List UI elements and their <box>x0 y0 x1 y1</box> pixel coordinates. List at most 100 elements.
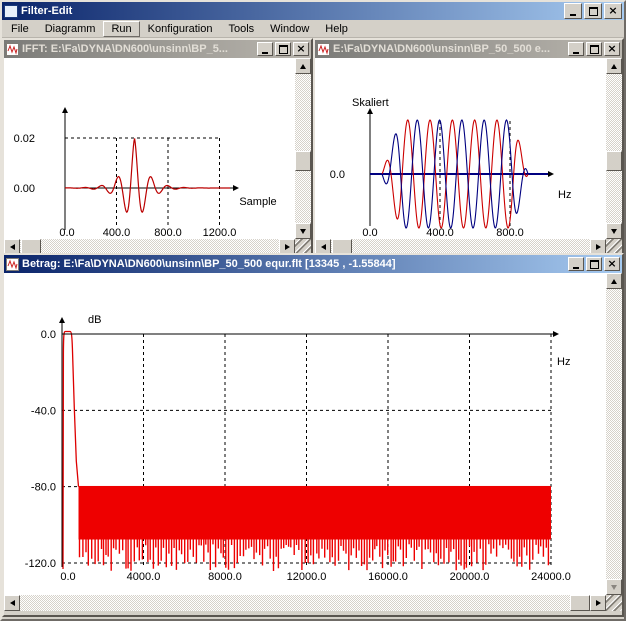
arrow-left-icon <box>9 244 15 250</box>
x-tick-label: 4000.0 <box>127 571 161 583</box>
betrag-plot[interactable]: dB Hz 0.0 -40.0 -80.0 -120.0 0.0 4000.0 8000.0 12… <box>4 273 606 595</box>
menu-item-diagramm[interactable]: Diagramm <box>44 22 96 35</box>
minimize-button[interactable] <box>568 257 584 271</box>
scroll-right-button[interactable] <box>279 239 295 255</box>
arrow-left-icon <box>9 600 15 606</box>
ifft-title: IFFT: E:\Fa\DYNA\DN600\unsinn\BP_5... <box>22 43 228 55</box>
axis-arrow <box>59 317 65 323</box>
scroll-up-button[interactable] <box>295 58 311 74</box>
arrow-down-icon <box>611 228 617 234</box>
arrow-down-icon <box>611 584 617 590</box>
arrow-up-icon <box>300 63 306 69</box>
close-button[interactable]: × <box>604 42 620 56</box>
maximize-icon <box>278 44 288 54</box>
signal-titlebar[interactable]: E:\Fa\DYNA\DN600\unsinn\BP_50_500 e... × <box>315 40 622 58</box>
vertical-scroll-thumb[interactable] <box>295 151 311 171</box>
x-axis-label: Sample <box>239 196 276 208</box>
x-tick-label: 0.0 <box>60 571 75 583</box>
waveform-icon <box>6 42 19 56</box>
scroll-up-button[interactable] <box>606 58 622 74</box>
x-tick-label: 1200.0 <box>203 227 237 239</box>
minimize-button[interactable] <box>564 3 582 19</box>
close-icon: × <box>296 42 306 55</box>
minimize-button[interactable] <box>257 42 273 56</box>
minimize-icon <box>573 51 579 54</box>
x-tick-label: 24000.0 <box>531 571 571 583</box>
x-axis-label: Hz <box>557 356 570 368</box>
ifft-titlebar[interactable]: IFFT: E:\Fa\DYNA\DN600\unsinn\BP_5... × <box>4 40 311 58</box>
horizontal-scrollbar[interactable] <box>315 239 606 255</box>
arrow-up-icon <box>611 63 617 69</box>
stopband-fill <box>78 485 551 540</box>
maximize-button[interactable] <box>586 42 602 56</box>
resize-grip[interactable] <box>606 239 622 255</box>
axis-arrow <box>233 185 239 191</box>
y-tick-label: 0.02 <box>14 133 35 145</box>
horizontal-scroll-thumb[interactable] <box>570 595 590 611</box>
close-button[interactable]: × <box>604 257 620 271</box>
resize-grip[interactable] <box>295 239 311 255</box>
x-tick-label: 20000.0 <box>450 571 490 583</box>
minimize-icon <box>262 51 268 54</box>
vertical-scroll-thumb[interactable] <box>606 151 622 171</box>
menu-item-file[interactable]: File <box>11 22 29 35</box>
arrow-down-icon <box>300 228 306 234</box>
axis-arrow <box>367 108 373 114</box>
axis-arrow <box>548 171 554 177</box>
arrow-right-icon <box>284 244 290 250</box>
close-button[interactable]: × <box>604 3 622 19</box>
scroll-down-button[interactable] <box>295 223 311 239</box>
main-titlebar[interactable]: Filter-Edit × <box>2 2 624 20</box>
x-tick-label: 800.0 <box>154 227 182 239</box>
close-icon: × <box>607 42 617 55</box>
x-tick-label: 16000.0 <box>368 571 408 583</box>
plot-title: Skaliert <box>352 97 389 109</box>
maximize-button[interactable] <box>275 42 291 56</box>
menu-item-konfiguration[interactable]: Konfiguration <box>147 22 213 35</box>
scroll-left-button[interactable] <box>4 595 20 611</box>
menu-item-help[interactable]: Help <box>325 22 348 35</box>
stopband-notches <box>78 539 550 571</box>
y-tick-label: 0.00 <box>14 183 35 195</box>
resize-grip[interactable] <box>606 595 622 611</box>
waveform-icon <box>6 257 19 271</box>
x-tick-label: 400.0 <box>103 227 131 239</box>
main-window-title: Filter-Edit <box>21 5 73 17</box>
minimize-icon <box>570 13 576 16</box>
close-icon: × <box>608 4 618 17</box>
scroll-down-button[interactable] <box>606 579 622 595</box>
waveform-icon <box>317 42 330 56</box>
betrag-title: Betrag: E:\Fa\DYNA\DN600\unsinn\BP_50_50… <box>22 258 396 270</box>
y-axis-label: dB <box>88 314 101 326</box>
x-axis-label: Hz <box>558 189 571 201</box>
close-button[interactable]: × <box>293 42 309 56</box>
maximize-button[interactable] <box>586 257 602 271</box>
vertical-scrollbar[interactable] <box>606 58 622 239</box>
arrow-right-icon <box>595 244 601 250</box>
menu-bar: File Diagramm Run Konfiguration Tools Window H… <box>2 20 624 38</box>
maximize-button[interactable] <box>584 3 602 19</box>
minimize-button[interactable] <box>568 42 584 56</box>
horizontal-scrollbar[interactable] <box>4 595 606 611</box>
scroll-down-button[interactable] <box>606 223 622 239</box>
maximize-icon <box>588 6 598 16</box>
impulse-response-curve <box>64 138 230 214</box>
betrag-window-controls: × <box>568 257 620 271</box>
menu-item-window[interactable]: Window <box>270 22 310 35</box>
menu-item-tools[interactable]: Tools <box>228 22 255 35</box>
vertical-scrollbar[interactable] <box>295 58 311 239</box>
scroll-up-button[interactable] <box>606 273 622 289</box>
horizontal-scrollbar[interactable] <box>4 239 295 255</box>
signal-plot[interactable]: Skaliert 0.0 0.0 400.0 800.0 Hz <box>315 58 606 239</box>
menu-item-run[interactable]: Run <box>103 20 140 37</box>
betrag-titlebar[interactable]: Betrag: E:\Fa\DYNA\DN600\unsinn\BP_50_50… <box>4 255 622 273</box>
scroll-right-button[interactable] <box>590 595 606 611</box>
y-tick-label: 0.0 <box>330 169 345 181</box>
passband-curve <box>62 330 80 570</box>
vertical-scrollbar[interactable] <box>606 273 622 595</box>
y-tick-label: -40.0 <box>31 405 56 417</box>
ifft-plot[interactable]: 0.02 0.00 0.0 400.0 800.0 1200.0 Sample <box>4 58 295 239</box>
signal-curve <box>379 119 533 229</box>
signal-title: E:\Fa\DYNA\DN600\unsinn\BP_50_500 e... <box>333 43 551 55</box>
